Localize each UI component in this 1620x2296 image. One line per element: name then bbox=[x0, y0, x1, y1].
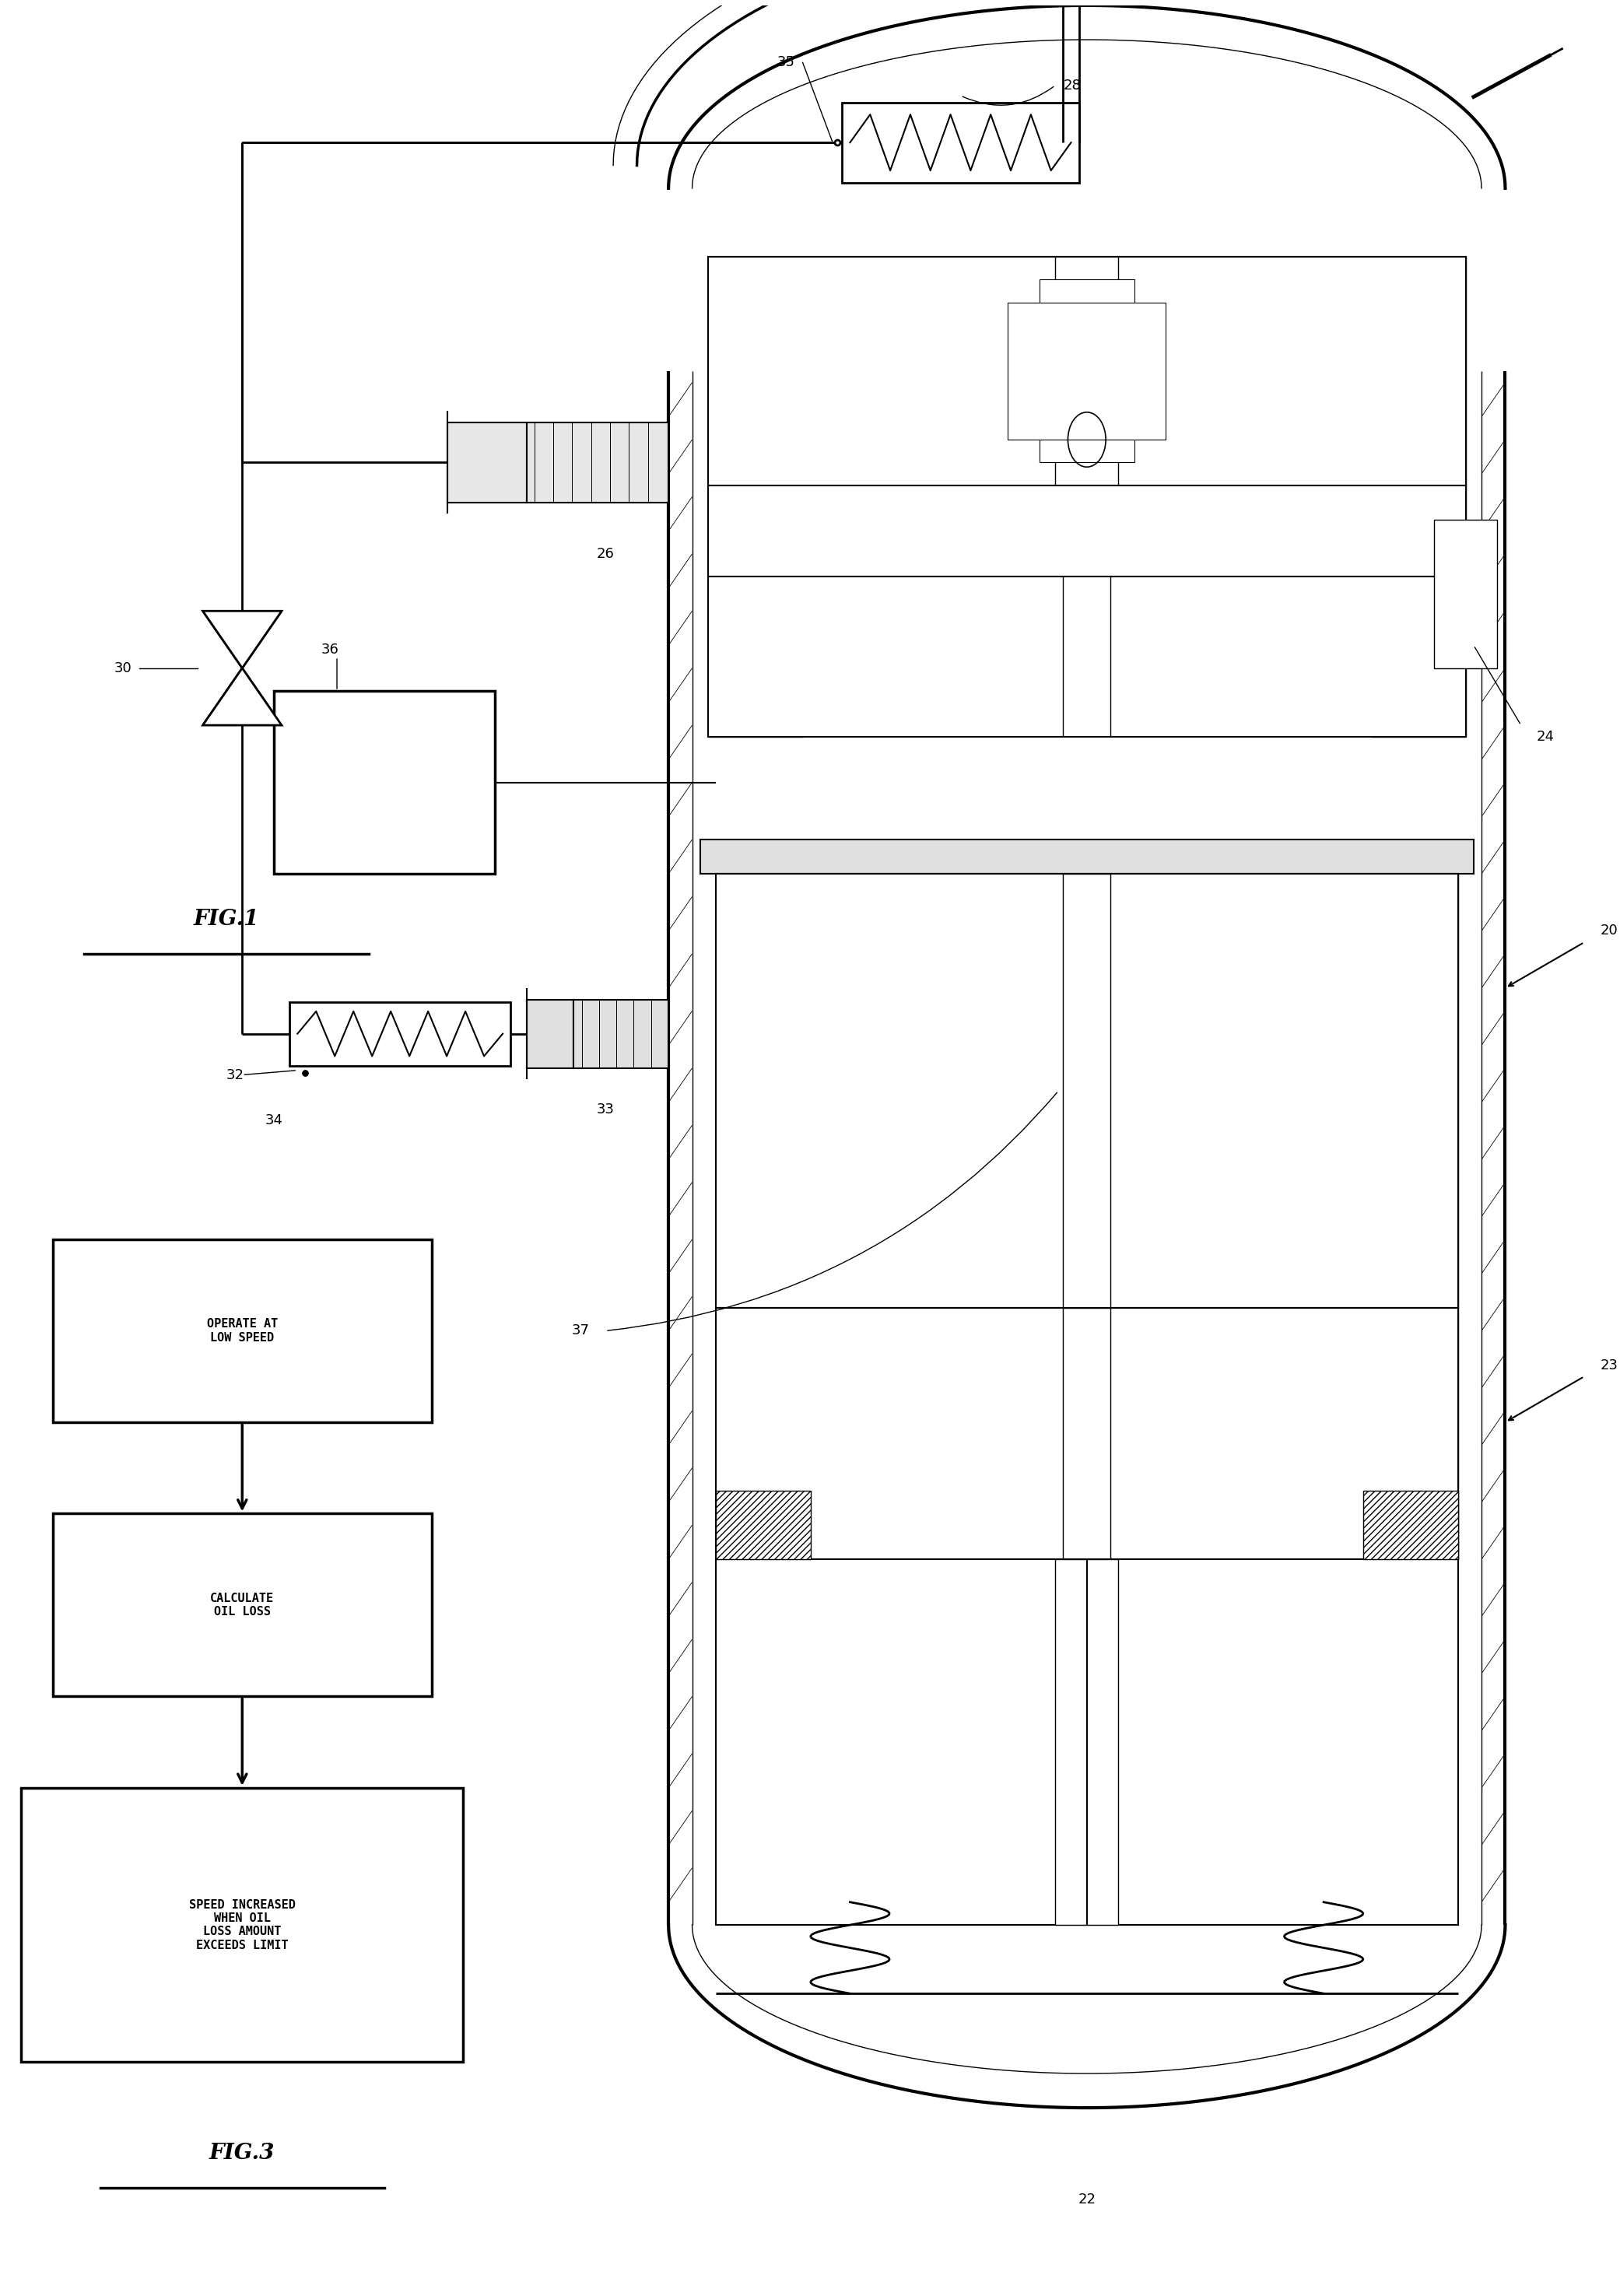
Bar bbox=[1063, 875, 1111, 1309]
Bar bbox=[716, 875, 1458, 1309]
Text: 23: 23 bbox=[1601, 1359, 1618, 1373]
Bar bbox=[53, 1513, 431, 1697]
Polygon shape bbox=[202, 668, 282, 726]
Text: CALCULATE
OIL LOSS: CALCULATE OIL LOSS bbox=[211, 1593, 274, 1619]
Bar bbox=[1063, 875, 1111, 1309]
Bar bbox=[1063, 1309, 1111, 1559]
Bar bbox=[716, 875, 1458, 1309]
Text: SPEED INCREASED
WHEN OIL
LOSS AMOUNT
EXCEEDS LIMIT: SPEED INCREASED WHEN OIL LOSS AMOUNT EXC… bbox=[190, 1899, 295, 1952]
Bar bbox=[716, 1309, 1458, 1559]
Bar bbox=[708, 484, 787, 576]
Text: 20: 20 bbox=[1601, 923, 1618, 937]
Bar bbox=[708, 484, 1466, 576]
Bar bbox=[1063, 1309, 1111, 1559]
Text: 26: 26 bbox=[596, 546, 614, 560]
Text: 34: 34 bbox=[264, 1114, 283, 1127]
Bar bbox=[1055, 1559, 1118, 1924]
Polygon shape bbox=[202, 611, 282, 668]
Bar bbox=[21, 1789, 463, 2062]
Bar bbox=[274, 691, 494, 875]
Text: FIG.1: FIG.1 bbox=[194, 909, 259, 930]
Bar bbox=[708, 257, 1466, 484]
Text: 22: 22 bbox=[1077, 2193, 1095, 2206]
Text: 33: 33 bbox=[596, 1102, 614, 1116]
Bar bbox=[1434, 519, 1497, 668]
Bar bbox=[526, 422, 669, 503]
Text: 30: 30 bbox=[113, 661, 131, 675]
Bar bbox=[1387, 484, 1466, 576]
Bar bbox=[1371, 576, 1466, 737]
Bar bbox=[53, 1240, 431, 1421]
Text: 28: 28 bbox=[1063, 78, 1081, 92]
Text: FIG.3: FIG.3 bbox=[209, 2142, 275, 2165]
Bar bbox=[716, 1309, 810, 1559]
Bar bbox=[716, 1559, 1458, 1924]
Text: 37: 37 bbox=[572, 1325, 590, 1339]
Text: 24: 24 bbox=[1537, 730, 1555, 744]
Bar bbox=[716, 1490, 810, 1559]
Bar bbox=[1040, 280, 1134, 461]
Bar bbox=[1166, 257, 1466, 484]
Bar bbox=[708, 576, 802, 737]
Text: 32: 32 bbox=[227, 1068, 245, 1081]
Bar bbox=[526, 999, 573, 1068]
Bar bbox=[447, 422, 527, 503]
Text: 35: 35 bbox=[778, 55, 795, 69]
Bar bbox=[290, 1001, 510, 1065]
Bar bbox=[573, 999, 669, 1068]
Bar bbox=[708, 257, 1008, 484]
Bar bbox=[1442, 530, 1489, 645]
Text: OPERATE AT
LOW SPEED: OPERATE AT LOW SPEED bbox=[207, 1318, 277, 1343]
Bar bbox=[700, 840, 1474, 875]
Bar bbox=[708, 576, 1466, 737]
Bar bbox=[842, 103, 1079, 181]
Bar bbox=[1362, 1309, 1458, 1559]
Text: 36: 36 bbox=[321, 643, 339, 657]
Bar bbox=[1008, 303, 1166, 439]
Bar bbox=[1362, 1490, 1458, 1559]
